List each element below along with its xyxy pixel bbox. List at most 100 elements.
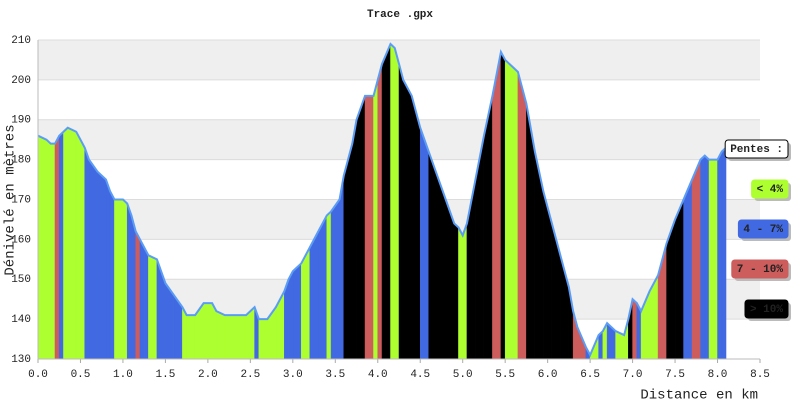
slope-segment [224,314,238,360]
x-tick-label: 6.5 [580,369,600,381]
slope-segment [318,215,328,360]
x-tick-label: 2.5 [240,369,260,381]
slope-segment [143,247,149,360]
x-tick-label: 4.0 [368,369,388,381]
slope-segment [288,271,294,360]
legend-item: 7 - 10% [731,259,791,281]
slope-segment [135,231,141,360]
slope-segment [390,43,396,360]
legend-text: 7 - 10% [737,264,784,276]
slope-segment [453,222,459,360]
slope-segment [105,179,111,360]
legend-title: Pentes : [724,139,791,161]
slope-segment [377,63,383,360]
slope-segment [700,155,706,360]
slope-segment [216,310,226,360]
slope-segment [258,318,268,360]
slope-segment [717,151,723,360]
x-tick-label: 0.0 [28,369,48,381]
slope-segment [330,198,340,360]
slope-segment [37,135,47,360]
slope-segment [109,191,115,360]
slope-segment [203,302,213,360]
legend: Pentes : < 4% 4 - 7% 7 - 10% > 10% [724,139,791,321]
y-tick-label: 190 [11,115,31,127]
slope-segment [517,71,527,360]
x-tick-label: 6.0 [538,369,558,381]
slope-segment [75,131,81,360]
slope-segment [445,199,455,360]
slope-segment [114,199,124,360]
slope-segment [462,223,468,360]
legend-text: < 4% [757,184,784,196]
slope-segment [436,175,446,360]
slope-segment [67,127,77,360]
slope-segment [54,135,60,360]
slope-segment [394,47,400,360]
y-tick-label: 140 [11,314,31,326]
y-tick-label: 200 [11,75,31,87]
y-tick-label: 160 [11,234,31,246]
slope-segment [156,259,162,360]
slope-segment [160,271,166,360]
x-tick-label: 8.0 [708,369,728,381]
slope-segment [326,210,332,360]
slope-segment [63,127,68,360]
legend-box [724,139,789,159]
slope-segment [632,298,638,360]
y-tick-label: 130 [11,354,31,366]
plot-marks [37,42,727,360]
legend-item: 4 - 7% [737,219,791,241]
slope-segment [428,151,438,360]
axes: 130 140 150 160 170 180 190 200 210 0.0 0.5 1.0 1.5 2… [11,35,770,381]
slope-segment [551,223,561,360]
slope-segment [84,147,90,360]
slope-segment [606,322,616,360]
slope-segment [364,95,374,360]
slope-segment [721,147,727,360]
slope-segment [343,143,353,360]
legend-text: Pentes : [730,144,783,156]
x-tick-label: 4.5 [410,369,430,381]
slope-segment [139,239,145,360]
slope-segment [80,139,85,360]
slope-segment [339,175,345,360]
legend-item: > 10% [744,299,791,321]
legend-box [737,219,789,239]
slope-segment [237,314,247,360]
slope-segment [674,199,684,360]
legend-text: > 10% [750,304,783,316]
slope-segment [126,203,132,360]
slope-segment [500,51,506,360]
slope-segment [381,43,391,360]
slope-segment [301,247,311,360]
x-tick-label: 1.5 [156,369,176,381]
y-tick-label: 170 [11,194,31,206]
slope-segment [356,95,366,360]
y-tick-label: 180 [11,155,31,167]
y-tick-label: 210 [11,35,31,47]
slope-segment [88,158,98,360]
slope-segment [148,254,158,360]
legend-item: < 4% [751,179,791,201]
x-axis-label: Distance en km [640,388,758,400]
slope-segment [186,314,196,360]
slope-segment [691,159,701,360]
x-tick-label: 5.5 [495,369,515,381]
x-tick-label: 2.0 [198,369,218,381]
slope-segment [58,131,64,360]
x-tick-label: 1.0 [113,369,133,381]
slope-segment [352,119,357,360]
chart-title: Trace .gpx [367,9,433,21]
legend-box [751,179,789,199]
slope-segment [492,51,502,360]
slope-segment [708,159,718,360]
slope-segment [292,262,302,360]
x-tick-label: 7.5 [665,369,685,381]
x-tick-label: 0.5 [71,369,91,381]
slope-segment [398,63,404,360]
slope-segment [46,139,51,360]
slope-segment [131,215,136,360]
slope-segment [419,127,429,360]
slope-segment [402,79,412,360]
